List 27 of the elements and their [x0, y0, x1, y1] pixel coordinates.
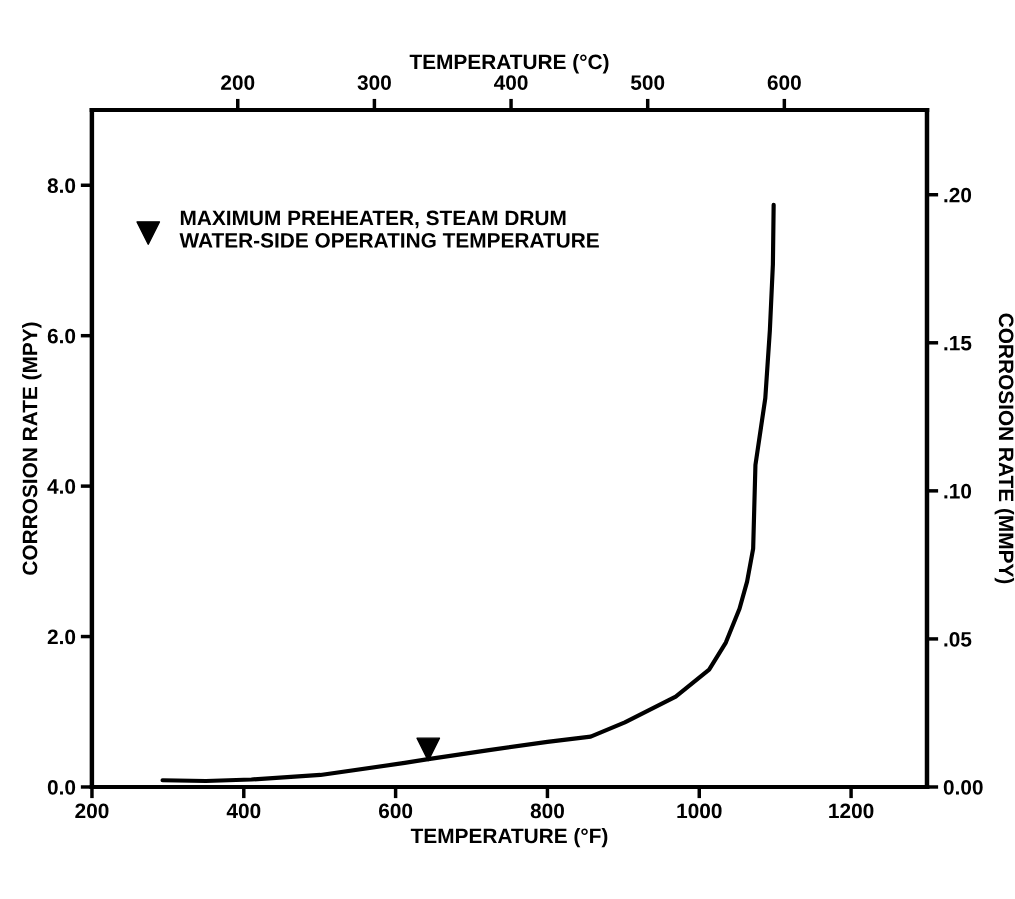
legend-label: MAXIMUM PREHEATER, STEAM DRUM WATER-SIDE OPERATING TEMPERATURE [179, 210, 599, 248]
y2-axis-title: CORROSION RATE (MMPY) [994, 313, 1015, 584]
x-tick-label: 800 [530, 803, 564, 819]
x2-tick-label: 400 [493, 75, 528, 90]
y2-tick-label: .10 [944, 483, 972, 499]
x2-tick-label: 500 [630, 75, 665, 90]
x-tick-label: 1200 [829, 803, 874, 819]
y2-tick-label: 0.00 [943, 779, 983, 795]
x2-axis-title: TEMPERATURE (°C) [409, 53, 609, 74]
y-tick-label: 2.0 [47, 629, 76, 645]
y2-tick-label: .15 [944, 336, 972, 351]
line-series [160, 202, 776, 784]
y2-tick-label: .05 [944, 631, 972, 647]
x-tick-label: 400 [226, 803, 261, 819]
x-axis-title: TEMPERATURE (°F) [410, 827, 608, 848]
x-tick-label: 200 [75, 803, 109, 819]
y2-tick-label: .20 [944, 187, 972, 203]
y-tick-label: 6.0 [47, 328, 76, 344]
x2-tick-label: 600 [767, 75, 801, 90]
x2-tick-label: 200 [221, 75, 255, 90]
y-tick-label: 4.0 [47, 479, 76, 494]
y-tick-label: 0.0 [47, 779, 76, 795]
x-tick-label: 1000 [677, 803, 722, 819]
x-tick-label: 600 [378, 803, 413, 819]
y-axis-title: CORROSION RATE (MPY) [22, 322, 42, 575]
x2-tick-label: 300 [357, 75, 391, 90]
y-tick-label: 8.0 [47, 178, 76, 194]
